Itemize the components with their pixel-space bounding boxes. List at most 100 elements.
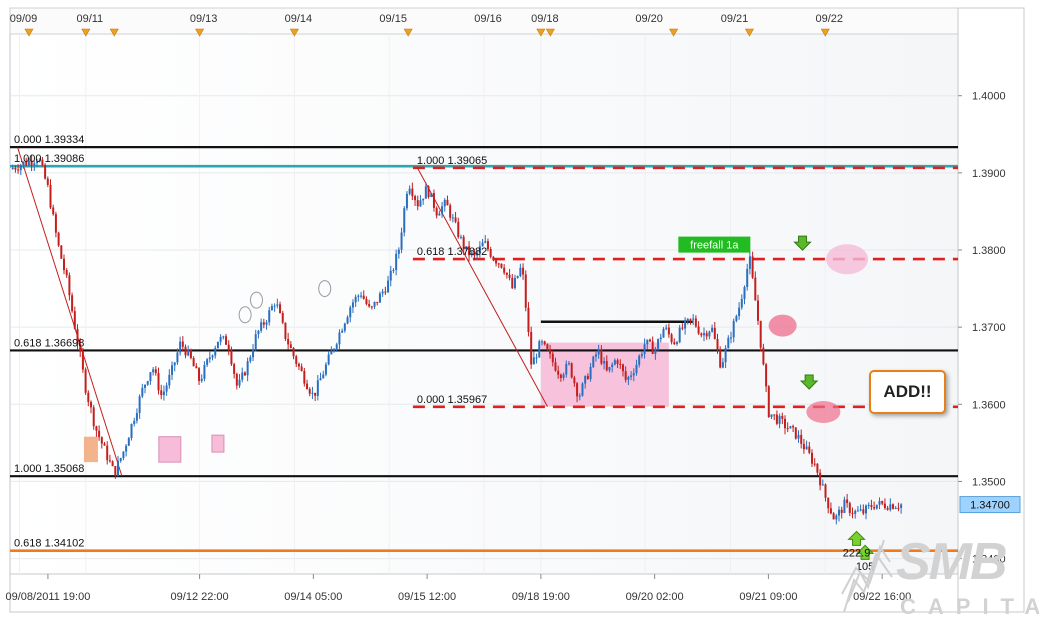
- candle-body: [592, 356, 595, 367]
- candle-body: [52, 207, 55, 215]
- candle-body: [684, 320, 687, 329]
- candle-body: [530, 331, 533, 365]
- candle-body: [451, 217, 454, 219]
- candle-body: [138, 396, 141, 414]
- candle-body: [357, 295, 360, 297]
- candle-body: [176, 352, 179, 363]
- candle-body: [589, 366, 592, 380]
- event-marker-icon: [744, 28, 754, 37]
- candle-body: [349, 307, 352, 318]
- candle-body: [373, 301, 376, 307]
- candle-body: [856, 510, 859, 512]
- fib-level-label: 1.000 1.39065: [417, 155, 487, 167]
- candle-body: [324, 364, 327, 375]
- add-callout-text: ADD!!: [883, 382, 932, 401]
- candle-body: [157, 373, 160, 391]
- candle-body: [378, 293, 381, 303]
- candle-body: [800, 434, 803, 444]
- candle-body: [430, 192, 433, 197]
- marker-circle: [249, 291, 263, 309]
- candle-body: [567, 363, 570, 365]
- freefall-label: freefall 1a: [690, 240, 739, 252]
- candle-body: [721, 362, 724, 368]
- candle-body: [95, 426, 98, 431]
- candle-body: [729, 337, 732, 339]
- candle-body: [802, 443, 805, 450]
- add-callout: ADD!!: [869, 370, 946, 414]
- candle-body: [384, 291, 387, 293]
- candle-body: [883, 503, 886, 509]
- candle-body: [527, 307, 530, 332]
- candle-body: [535, 357, 538, 359]
- candle-body: [449, 205, 452, 218]
- candle-body: [870, 504, 873, 508]
- candle-body: [130, 423, 133, 439]
- candle-body: [397, 249, 400, 254]
- candle-body: [532, 357, 535, 365]
- candle-body: [92, 407, 95, 427]
- candle-body: [314, 392, 317, 396]
- candle-body: [49, 184, 52, 208]
- candle-body: [654, 348, 657, 354]
- candle-body: [881, 501, 884, 504]
- candle-body: [346, 317, 349, 324]
- candle-body: [484, 241, 487, 243]
- candle-body: [179, 341, 182, 353]
- candle-body: [513, 277, 516, 289]
- fib-level-label: 0.618 1.36698: [14, 337, 84, 349]
- candle-body: [90, 401, 93, 408]
- candle-body: [100, 437, 103, 444]
- candle-body: [108, 460, 111, 462]
- candle-body: [65, 270, 68, 276]
- candle-body: [262, 322, 265, 325]
- candle-body: [851, 512, 854, 514]
- candle-body: [524, 274, 527, 308]
- candle-body: [681, 327, 684, 329]
- candle-body: [198, 368, 201, 381]
- price-tick-label: 1.3800: [972, 245, 1006, 257]
- fib-level-label: 0.618 1.37882: [417, 246, 487, 258]
- candle-body: [408, 188, 411, 194]
- candle-body: [308, 389, 311, 394]
- price-tick-label: 1.3600: [972, 399, 1006, 411]
- candle-body: [492, 256, 495, 261]
- candle-body: [260, 322, 263, 331]
- current-price-label: 1.34700: [970, 500, 1010, 512]
- candle-body: [832, 513, 835, 520]
- candle-body: [824, 484, 827, 498]
- candle-body: [22, 161, 25, 166]
- candle-body: [424, 186, 427, 199]
- candle-body: [459, 236, 462, 238]
- candle-body: [457, 221, 460, 237]
- time-tick-label: 09/15 12:00: [398, 591, 456, 603]
- candle-body: [243, 372, 246, 376]
- candle-body: [303, 370, 306, 384]
- highlight-box: [83, 436, 98, 463]
- candle-body: [565, 363, 568, 375]
- candle-body: [11, 168, 14, 170]
- candle-body: [584, 375, 587, 384]
- candle-body: [211, 355, 214, 358]
- candle-body: [886, 508, 889, 510]
- candle-body: [838, 509, 841, 516]
- candle-body: [608, 367, 611, 371]
- candle-body: [414, 196, 417, 201]
- candle-body: [743, 287, 746, 299]
- candle-body: [276, 304, 279, 306]
- date-tick-label: 09/11: [76, 13, 103, 25]
- candle-body: [79, 343, 82, 352]
- candle-body: [705, 333, 708, 337]
- candle-body: [114, 466, 117, 476]
- fib-level-label: 0.618 1.34102: [14, 538, 84, 550]
- current-price-tag: [959, 496, 1021, 514]
- candle-body: [616, 360, 619, 364]
- candle-body: [732, 320, 735, 338]
- candle-body: [773, 414, 776, 416]
- candle-body: [808, 446, 811, 453]
- candle-body: [635, 364, 638, 374]
- candle-body: [854, 510, 857, 514]
- event-marker-icon: [403, 28, 413, 37]
- candle-body: [360, 295, 363, 297]
- event-marker-icon: [669, 28, 679, 37]
- candle-body: [762, 347, 765, 365]
